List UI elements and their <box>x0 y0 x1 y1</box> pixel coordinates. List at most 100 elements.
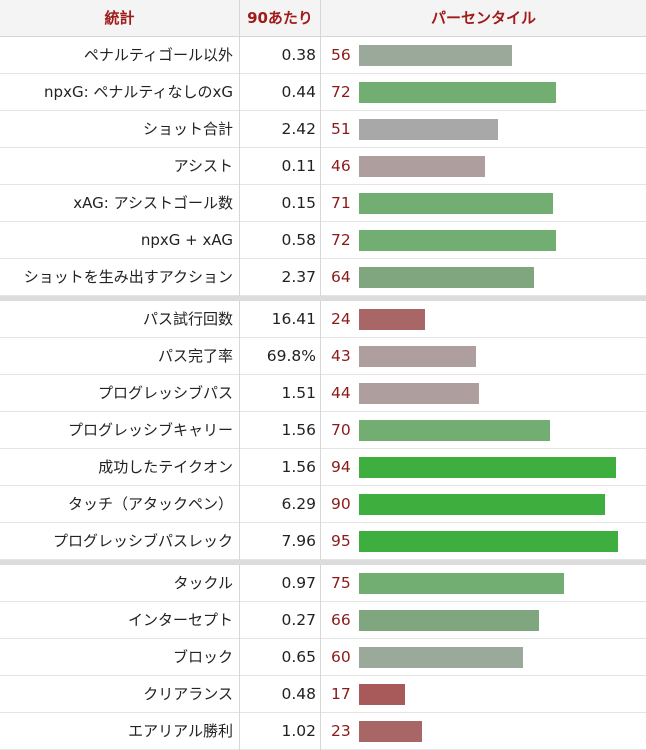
percentile-bar-track <box>357 192 640 214</box>
percentile-bar-track <box>357 720 640 742</box>
stat-label: プログレッシブキャリー <box>0 411 240 449</box>
per90-value: 7.96 <box>240 522 321 560</box>
percentile-bar <box>359 308 425 330</box>
per90-value: 0.65 <box>240 638 321 676</box>
stat-label: タックル <box>0 564 240 602</box>
stat-label: 成功したテイクオン <box>0 448 240 486</box>
table-row: パス試行回数 16.41 24 <box>0 300 646 338</box>
per90-value: 0.27 <box>240 601 321 639</box>
header-per90[interactable]: 90あたり <box>240 0 321 36</box>
group-separator <box>0 560 646 565</box>
per90-value: 1.56 <box>240 448 321 486</box>
per90-value: 0.48 <box>240 675 321 713</box>
stat-label: ペナルティゴール以外 <box>0 36 240 74</box>
percentile-bar <box>359 229 556 251</box>
percentile-value: 75 <box>331 574 351 592</box>
per90-value: 2.37 <box>240 258 321 296</box>
percentile-cell: 70 <box>321 412 646 449</box>
per90-value: 16.41 <box>240 300 321 338</box>
percentile-bar-track <box>357 308 640 330</box>
stat-label: タッチ（アタックペン） <box>0 485 240 523</box>
percentile-bar-track <box>357 530 640 552</box>
percentile-bar-track <box>357 456 640 478</box>
stat-label: npxG: ペナルティなしのxG <box>0 73 240 111</box>
percentile-bar <box>359 382 479 404</box>
percentile-cell: 64 <box>321 259 646 296</box>
stat-label: プログレッシブパス <box>0 374 240 412</box>
percentile-value: 56 <box>331 46 351 64</box>
percentile-value: 72 <box>331 83 351 101</box>
table-row: クリアランス 0.48 17 <box>0 675 646 713</box>
percentile-bar <box>359 609 539 631</box>
percentile-value: 94 <box>331 458 351 476</box>
percentile-cell: 43 <box>321 338 646 375</box>
percentile-value: 70 <box>331 421 351 439</box>
table-row: xAG: アシストゴール数 0.15 71 <box>0 184 646 222</box>
table-row: ショット合計 2.42 51 <box>0 110 646 148</box>
table-row: タックル 0.97 75 <box>0 564 646 602</box>
table-row: プログレッシブパス 1.51 44 <box>0 374 646 412</box>
per90-value: 69.8% <box>240 337 321 375</box>
percentile-bar-track <box>357 609 640 631</box>
percentile-bar-track <box>357 81 640 103</box>
percentile-value: 60 <box>331 648 351 666</box>
percentile-cell: 75 <box>321 565 646 602</box>
percentile-bar-track <box>357 155 640 177</box>
percentile-bar-track <box>357 118 640 140</box>
percentile-bar <box>359 419 550 441</box>
percentile-value: 66 <box>331 611 351 629</box>
per90-value: 0.97 <box>240 564 321 602</box>
per90-value: 1.02 <box>240 712 321 750</box>
table-row: プログレッシブキャリー 1.56 70 <box>0 411 646 449</box>
stat-label: パス試行回数 <box>0 300 240 338</box>
percentile-cell: 71 <box>321 185 646 222</box>
percentile-cell: 46 <box>321 148 646 185</box>
stat-label: ブロック <box>0 638 240 676</box>
percentile-bar <box>359 118 498 140</box>
percentile-bar <box>359 683 405 705</box>
table-row: ブロック 0.65 60 <box>0 638 646 676</box>
percentile-bar <box>359 493 605 515</box>
percentile-value: 95 <box>331 532 351 550</box>
per90-value: 0.38 <box>240 36 321 74</box>
percentile-bar <box>359 44 512 66</box>
percentile-cell: 44 <box>321 375 646 412</box>
percentile-bar-track <box>357 646 640 668</box>
percentile-value: 64 <box>331 268 351 286</box>
table-body: ペナルティゴール以外 0.38 56 npxG: ペナルティなしのxG 0.44 72 ショ… <box>0 36 646 750</box>
per90-value: 1.56 <box>240 411 321 449</box>
percentile-bar-track <box>357 572 640 594</box>
percentile-bar-track <box>357 345 640 367</box>
table-row: エアリアル勝利 1.02 23 <box>0 712 646 750</box>
stat-label: インターセプト <box>0 601 240 639</box>
percentile-cell: 72 <box>321 74 646 111</box>
stat-label: ショットを生み出すアクション <box>0 258 240 296</box>
percentile-cell: 90 <box>321 486 646 523</box>
percentile-cell: 94 <box>321 449 646 486</box>
percentile-value: 71 <box>331 194 351 212</box>
percentile-bar <box>359 266 534 288</box>
percentile-bar-track <box>357 493 640 515</box>
percentile-bar-track <box>357 683 640 705</box>
percentile-bar <box>359 646 523 668</box>
per90-value: 2.42 <box>240 110 321 148</box>
stat-label: エアリアル勝利 <box>0 712 240 750</box>
percentile-cell: 72 <box>321 222 646 259</box>
percentile-bar-track <box>357 229 640 251</box>
header-stat[interactable]: 統計 <box>0 0 240 36</box>
percentile-value: 44 <box>331 384 351 402</box>
per90-value: 6.29 <box>240 485 321 523</box>
percentile-cell: 24 <box>321 301 646 338</box>
percentile-cell: 95 <box>321 523 646 560</box>
percentile-cell: 66 <box>321 602 646 639</box>
percentile-bar <box>359 720 422 742</box>
header-percentile[interactable]: パーセンタイル <box>430 9 536 27</box>
percentile-bar <box>359 572 564 594</box>
table-row: プログレッシブパスレック 7.96 95 <box>0 522 646 560</box>
percentile-cell: 51 <box>321 111 646 148</box>
percentile-value: 17 <box>331 685 351 703</box>
percentile-cell: 17 <box>321 676 646 713</box>
percentile-bar <box>359 456 616 478</box>
percentile-value: 23 <box>331 722 351 740</box>
